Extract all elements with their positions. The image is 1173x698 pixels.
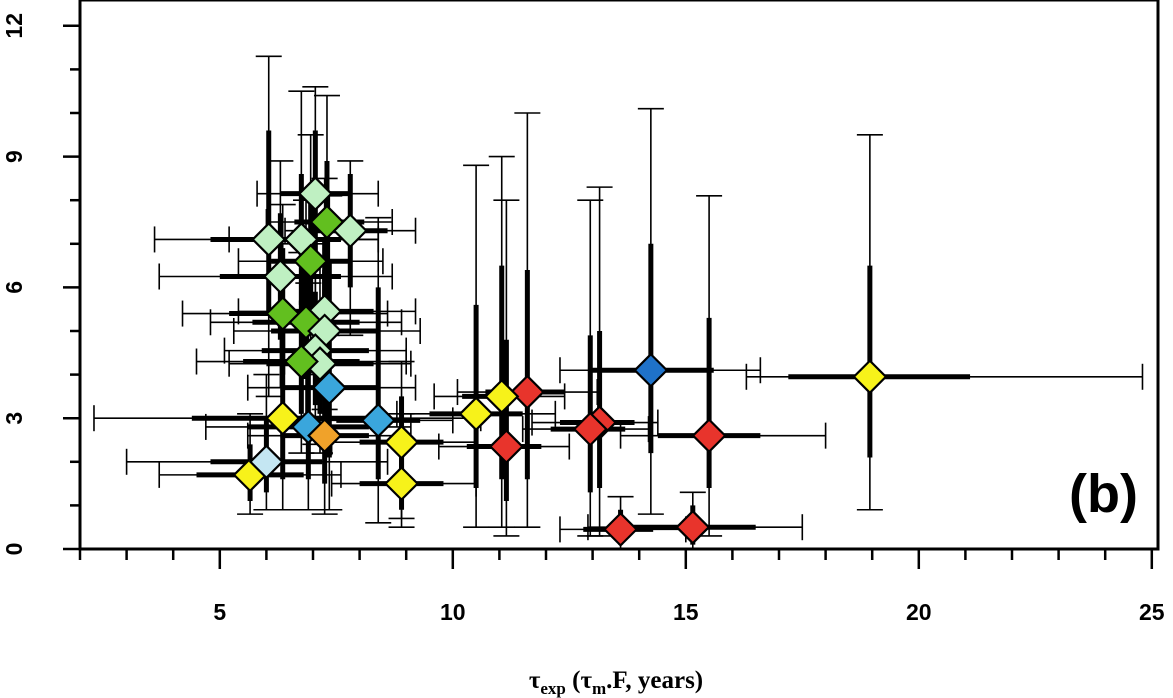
data-point <box>297 176 333 212</box>
data-point <box>458 396 494 432</box>
y-tick-label: 6 <box>1 281 27 294</box>
x-axis-ticks: 5 10 15 20 25 <box>78 549 1165 625</box>
data-point <box>509 374 545 410</box>
x-tick-label: 20 <box>906 599 932 625</box>
data-point <box>307 418 343 454</box>
x-axis-label: τexp (τm.F, years) <box>529 667 703 698</box>
panel-label: (b) <box>1069 464 1138 524</box>
y-tick-label: 0 <box>1 543 27 556</box>
data-point <box>265 400 301 436</box>
data-point <box>691 418 727 454</box>
x-tick-label: 10 <box>440 599 466 625</box>
x-tick-label: 5 <box>213 599 226 625</box>
data-point <box>484 378 520 414</box>
data-point <box>248 444 284 480</box>
x-tick-label: 15 <box>673 599 699 625</box>
data-point <box>675 509 711 545</box>
data-point <box>383 466 420 502</box>
data-point <box>572 411 608 447</box>
data-point <box>488 428 524 465</box>
x-tick-label: 25 <box>1139 599 1165 625</box>
y-tick-label: 9 <box>1 150 27 163</box>
data-point <box>360 402 396 438</box>
data-point <box>251 221 287 257</box>
data-point <box>293 243 329 279</box>
data-point <box>262 258 298 295</box>
data-point <box>332 213 368 249</box>
data-point <box>633 352 669 388</box>
diamond-markers <box>232 176 888 547</box>
data-point <box>852 359 888 395</box>
data-point <box>383 424 420 460</box>
y-axis-ticks: 0 3 6 9 12 <box>1 13 80 555</box>
data-point <box>603 511 639 547</box>
y-tick-label: 12 <box>1 13 27 39</box>
data-point <box>283 343 319 380</box>
y-tick-label: 3 <box>1 412 27 425</box>
